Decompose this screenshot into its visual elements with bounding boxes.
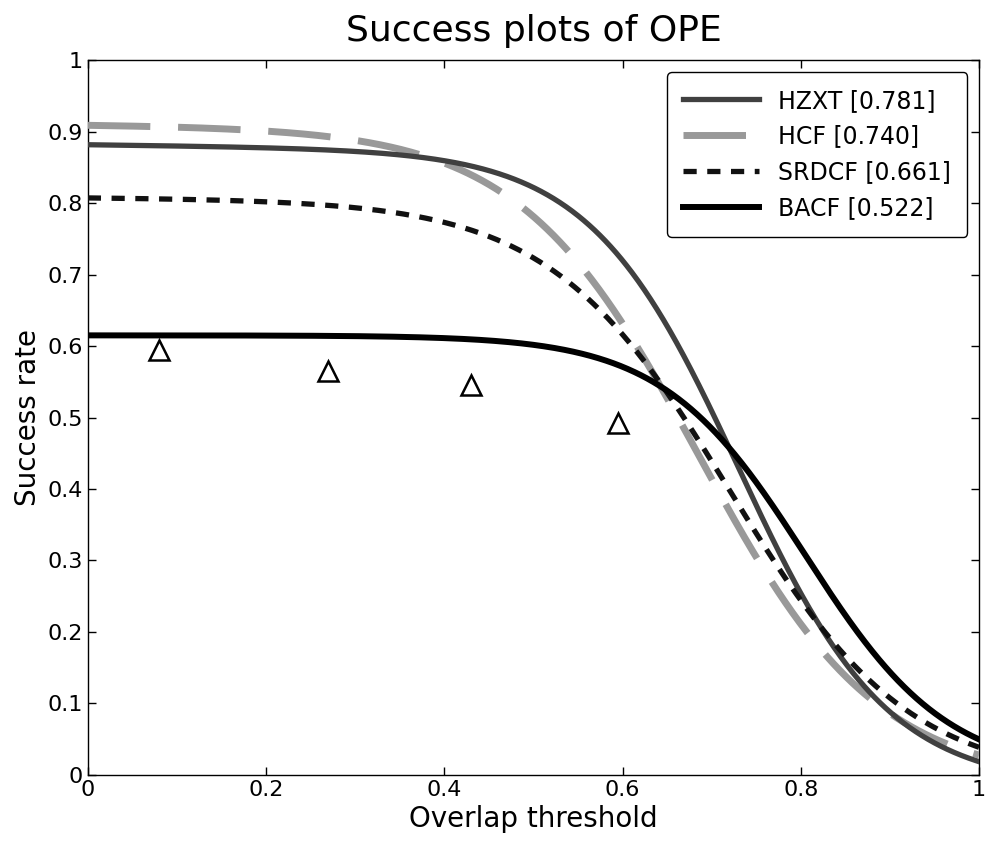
SRDCF [0.661] [694,437,706,447]
Line: SRDCF [0.661]: SRDCF [0.661] [88,198,979,747]
Y-axis label: Success rate: Success rate [14,329,42,506]
Line: HZXT [0.781]: HZXT [0.781] [88,145,979,761]
BACF [0.522] [82,330,94,340]
BACF [0.522] [442,333,454,343]
BACF [0.522] [793,540,805,551]
SRDCF [0.661] [793,593,805,603]
BACF [0.522] [474,335,486,345]
HCF [0.740] [82,120,94,130]
HCF [0.740] [474,174,486,185]
Line: HCF [0.740]: HCF [0.740] [88,125,979,756]
HZXT [0.781] [973,756,985,767]
HZXT [0.781] [694,382,706,392]
SRDCF [0.661] [173,194,185,204]
SRDCF [0.661] [82,193,94,203]
HZXT [0.781] [82,140,94,150]
HCF [0.740] [442,159,454,169]
SRDCF [0.661] [474,228,486,238]
Title: Success plots of OPE: Success plots of OPE [346,14,721,48]
BACF [0.522] [777,516,789,526]
BACF [0.522] [694,412,706,422]
HZXT [0.781] [474,163,486,174]
HCF [0.740] [793,617,805,627]
BACF [0.522] [173,330,185,340]
HZXT [0.781] [777,554,789,564]
Legend: HZXT [0.781], HCF [0.740], SRDCF [0.661], BACF [0.522]: HZXT [0.781], HCF [0.740], SRDCF [0.661]… [667,72,967,236]
BACF [0.522] [973,734,985,745]
Line: BACF [0.522]: BACF [0.522] [88,335,979,739]
HCF [0.740] [777,594,789,604]
SRDCF [0.661] [442,219,454,229]
SRDCF [0.661] [973,742,985,752]
HCF [0.740] [173,122,185,132]
SRDCF [0.661] [777,569,789,579]
HZXT [0.781] [793,584,805,595]
HCF [0.740] [694,452,706,462]
X-axis label: Overlap threshold: Overlap threshold [409,805,658,833]
HCF [0.740] [973,750,985,761]
HZXT [0.781] [173,141,185,151]
HZXT [0.781] [442,157,454,167]
